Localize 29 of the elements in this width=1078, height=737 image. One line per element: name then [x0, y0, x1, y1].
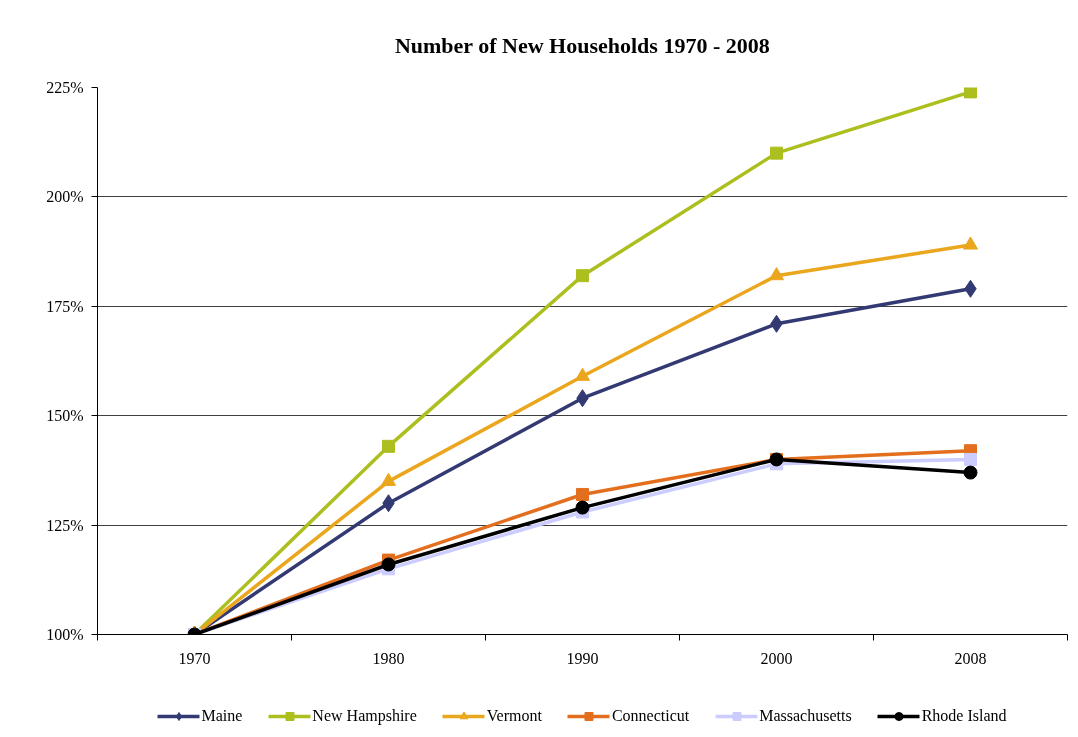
y-tick-label: 200%: [46, 188, 84, 206]
x-tick-label: 1980: [372, 649, 405, 667]
point: [575, 500, 590, 515]
y-tick-label: 175%: [46, 297, 84, 315]
x-tick-label: 1990: [566, 649, 599, 667]
point: [576, 269, 589, 283]
point: [964, 452, 977, 466]
legend-label: Connecticut: [611, 706, 690, 726]
point: [963, 465, 978, 480]
x-tick-label: 1970: [178, 649, 211, 667]
y-tick-label: 225%: [46, 79, 84, 96]
point: [576, 487, 589, 501]
legend-label: Massachusetts: [759, 706, 852, 726]
point: [769, 267, 784, 281]
chart-title: Number of New Households 1970 - 2008: [394, 32, 770, 58]
x-tick-label: 2008: [954, 649, 987, 667]
point: [770, 146, 783, 160]
legend-label: Maine: [201, 706, 243, 726]
y-tick-label: 150%: [46, 407, 84, 425]
legend-label: Vermont: [486, 706, 542, 726]
legend-label: New Hampshire: [312, 706, 417, 726]
y-tick-label: 100%: [46, 626, 84, 643]
point: [381, 557, 396, 572]
legend-label: Rhode Island: [921, 706, 1007, 726]
x-tick-label: 2000: [760, 649, 793, 667]
y-tick-label: 125%: [46, 516, 84, 534]
point: [964, 87, 977, 99]
point: [382, 439, 395, 453]
point: [963, 236, 978, 250]
